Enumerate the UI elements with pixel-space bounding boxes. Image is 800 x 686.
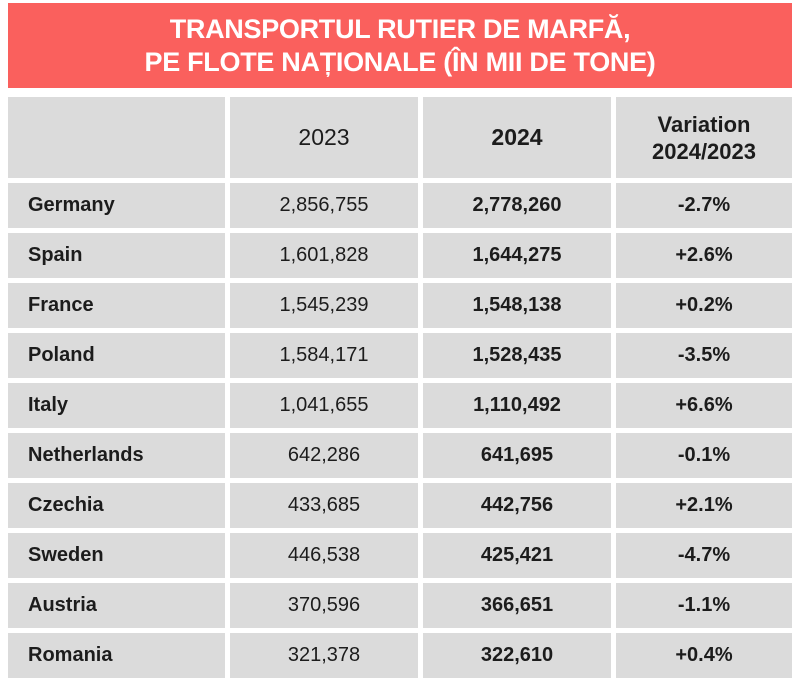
country-cell: Sweden (8, 533, 225, 578)
title-banner: TRANSPORTUL RUTIER DE MARFĂ, PE FLOTE NA… (8, 3, 792, 88)
page-title-line1: TRANSPORTUL RUTIER DE MARFĂ, (169, 13, 631, 44)
value-2024-cell: 641,695 (423, 433, 611, 478)
variation-cell: -3.5% (616, 333, 792, 378)
variation-cell: +2.6% (616, 233, 792, 278)
variation-cell: +0.4% (616, 633, 792, 678)
value-2024-cell: 1,528,435 (423, 333, 611, 378)
country-cell: France (8, 283, 225, 328)
value-2024-cell: 1,644,275 (423, 233, 611, 278)
variation-cell: -0.1% (616, 433, 792, 478)
value-2023-cell: 321,378 (230, 633, 418, 678)
variation-cell: -2.7% (616, 183, 792, 228)
value-2024-cell: 2,778,260 (423, 183, 611, 228)
value-2023-cell: 642,286 (230, 433, 418, 478)
value-2023-cell: 370,596 (230, 583, 418, 628)
header-cell-2024: 2024 (423, 97, 611, 178)
value-2023-cell: 1,601,828 (230, 233, 418, 278)
value-2023-cell: 2,856,755 (230, 183, 418, 228)
header-cell-2023: 2023 (230, 97, 418, 178)
variation-cell: -4.7% (616, 533, 792, 578)
header-cell-variation: Variation 2024/2023 (616, 97, 792, 178)
variation-cell: +6.6% (616, 383, 792, 428)
country-cell: Czechia (8, 483, 225, 528)
value-2024-cell: 366,651 (423, 583, 611, 628)
country-cell: Netherlands (8, 433, 225, 478)
value-2023-cell: 1,584,171 (230, 333, 418, 378)
country-cell: Poland (8, 333, 225, 378)
variation-cell: +0.2% (616, 283, 792, 328)
country-cell: Spain (8, 233, 225, 278)
value-2024-cell: 1,548,138 (423, 283, 611, 328)
variation-cell: -1.1% (616, 583, 792, 628)
value-2023-cell: 433,685 (230, 483, 418, 528)
value-2023-cell: 1,041,655 (230, 383, 418, 428)
country-cell: Germany (8, 183, 225, 228)
country-cell: Romania (8, 633, 225, 678)
value-2024-cell: 322,610 (423, 633, 611, 678)
value-2024-cell: 425,421 (423, 533, 611, 578)
variation-cell: +2.1% (616, 483, 792, 528)
value-2023-cell: 1,545,239 (230, 283, 418, 328)
page-title-line2: PE FLOTE NAȚIONALE (ÎN MII DE TONE) (144, 46, 656, 77)
value-2023-cell: 446,538 (230, 533, 418, 578)
country-cell: Italy (8, 383, 225, 428)
freight-table: 2023 2024 Variation 2024/2023 Germany 2,… (8, 97, 792, 678)
value-2024-cell: 1,110,492 (423, 383, 611, 428)
header-cell-country (8, 97, 225, 178)
country-cell: Austria (8, 583, 225, 628)
value-2024-cell: 442,756 (423, 483, 611, 528)
